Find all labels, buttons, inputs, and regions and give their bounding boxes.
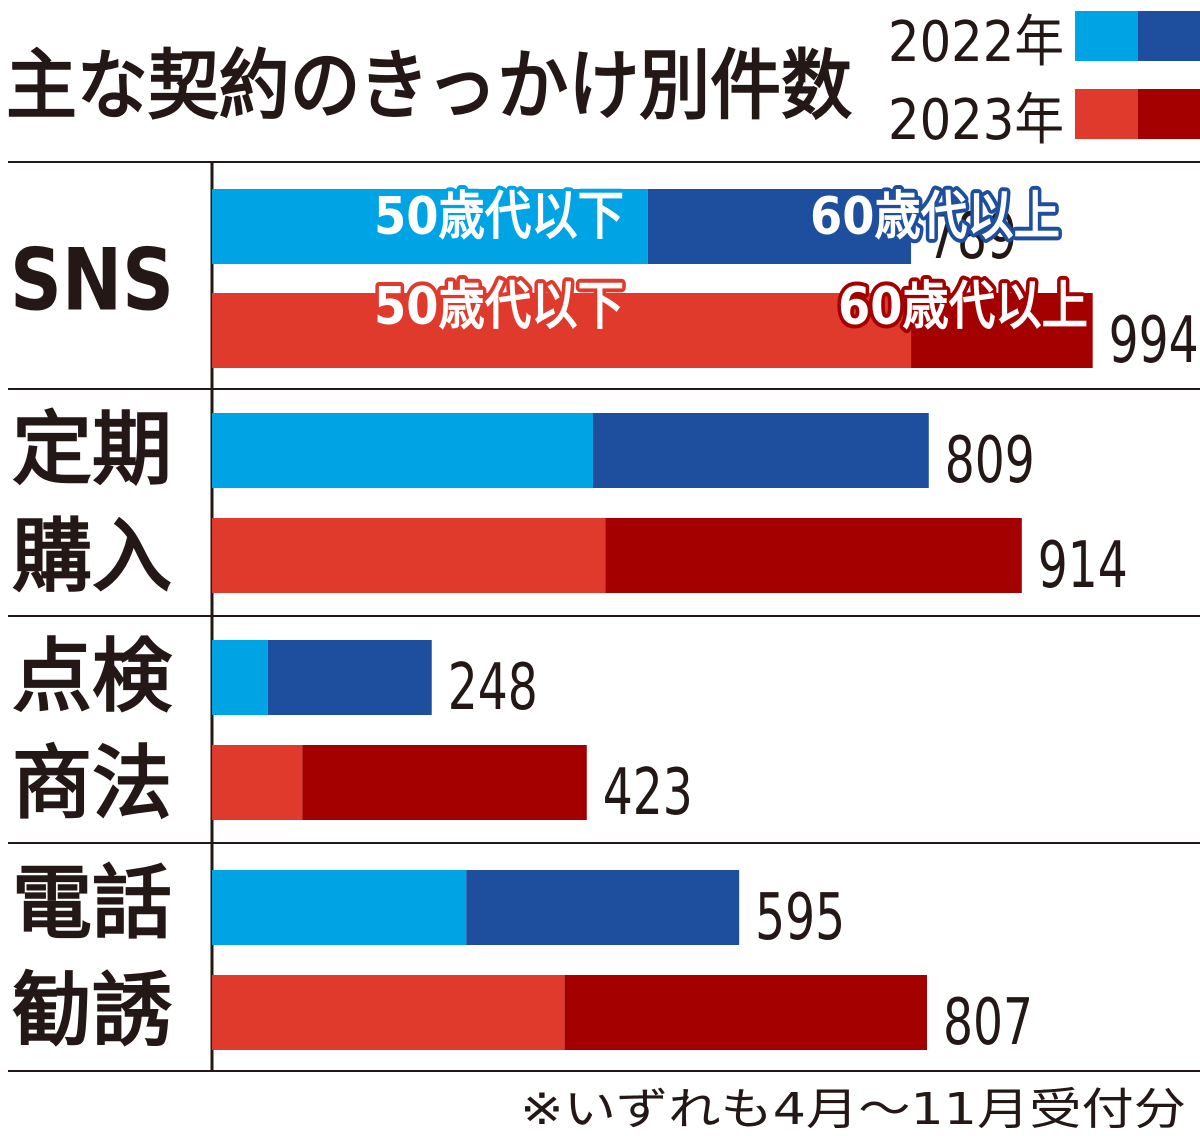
value-label-teiki-2022年: 809: [945, 424, 1035, 498]
legend-swatch-2022-over60: [1138, 11, 1200, 61]
segment-label-2023-under50: 50歳代以下: [374, 277, 624, 337]
bar-teiki-2022年-over60: [592, 413, 929, 488]
bar-teiki-2023年-over60: [605, 518, 1022, 593]
chart-title: 主な契約のきっかけ別件数: [6, 41, 852, 130]
legend: 2022年 2023年: [888, 10, 1200, 153]
value-label-tenken-2022年: 248: [448, 651, 538, 725]
segment-label-2022-under50: 50歳代以下: [374, 187, 624, 247]
bar-sns-2022年-over60: [647, 189, 912, 264]
bar-denwa-2022年-under50: [212, 870, 467, 945]
bar-teiki-2022年-under50: [212, 413, 593, 488]
category-label-tenken-line-2: 商法: [12, 737, 172, 830]
segment-label-2022-over60: 60歳代以上: [810, 187, 1060, 247]
bar-sns-2022年-under50: [212, 189, 648, 264]
bar-teiki-2023年-under50: [212, 518, 606, 593]
category-label-denwa-line-2: 勧誘: [12, 964, 173, 1057]
legend-swatch-2022-under50: [1075, 11, 1138, 61]
title-group: 主な契約のきっかけ別件数: [6, 41, 852, 130]
footnote: ※いずれも4月〜11月受付分: [520, 1084, 1186, 1135]
category-label-teiki-line-1: 定期: [12, 403, 172, 496]
segment-labels: 50歳代以下 60歳代以上 50歳代以下 60歳代以上: [370, 183, 1092, 341]
legend-swatch-2023-over60: [1138, 89, 1200, 139]
value-label-tenken-2023年: 423: [603, 756, 693, 830]
bar-denwa-2023年-over60: [564, 975, 928, 1050]
category-label-denwa-line-1: 電話: [12, 857, 172, 950]
value-label-sns-2023年: 994: [1109, 304, 1199, 378]
value-label-sns-2022年: 789: [927, 200, 1017, 274]
segment-label-2023-over60: 60歳代以上: [838, 277, 1088, 337]
bars: [212, 189, 1093, 1050]
bar-denwa-2023年-under50: [212, 975, 565, 1050]
bar-tenken-2022年-under50: [212, 640, 268, 715]
value-label-denwa-2022年: 595: [755, 881, 845, 955]
legend-label-2023: 2023年: [888, 88, 1064, 153]
bar-tenken-2023年-under50: [212, 745, 303, 820]
bar-tenken-2022年-over60: [267, 640, 432, 715]
value-label-denwa-2023年: 807: [943, 986, 1033, 1060]
legend-swatch-2023-under50: [1075, 89, 1138, 139]
bar-sns-2023年-over60: [911, 293, 1093, 368]
value-labels: 789 809 248 595 994 914 423 807: [448, 200, 1199, 1060]
category-label-teiki-line-2: 購入: [12, 510, 172, 603]
value-label-teiki-2023年: 914: [1038, 529, 1128, 603]
bar-tenken-2023年-over60: [302, 745, 587, 820]
bar-sns-2023年-under50: [212, 293, 912, 368]
category-label-tenken-line-1: 点検: [12, 630, 173, 723]
category-label-sns: SNS: [10, 231, 174, 331]
legend-label-2022: 2022年: [888, 10, 1064, 75]
bar-denwa-2022年-over60: [466, 870, 740, 945]
